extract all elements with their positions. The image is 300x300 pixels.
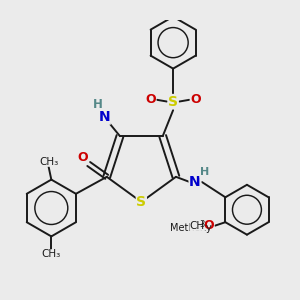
Text: H: H (93, 98, 103, 112)
Text: Methoxy: Methoxy (170, 224, 212, 233)
Text: S: S (168, 94, 178, 109)
Text: O: O (77, 151, 88, 164)
Text: N: N (189, 175, 201, 189)
Text: CH: CH (190, 221, 205, 231)
Text: O: O (145, 93, 156, 106)
Text: N: N (99, 110, 110, 124)
Text: O: O (190, 93, 201, 106)
Text: CH₃: CH₃ (39, 157, 58, 166)
Text: 3: 3 (200, 220, 205, 229)
Text: S: S (136, 195, 146, 209)
Text: H: H (200, 167, 209, 177)
Text: O: O (203, 219, 214, 232)
Text: CH₃: CH₃ (42, 249, 61, 260)
